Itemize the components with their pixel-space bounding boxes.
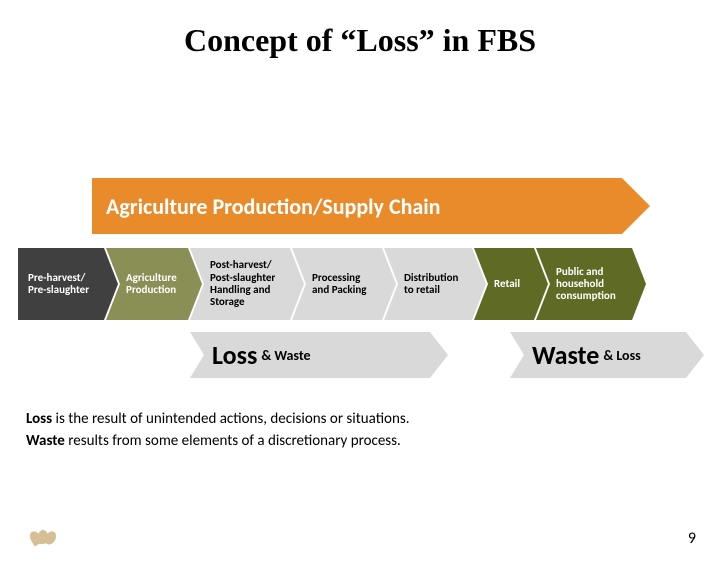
stage-chevron: Post-harvest/Post-slaughterHandling andS… xyxy=(190,248,290,320)
definitions-text: Loss is the result of unintended actions… xyxy=(26,410,686,453)
stage-chevron: Public andhouseholdconsumption xyxy=(536,248,632,320)
loss-small-label: & Waste xyxy=(261,347,310,364)
waste-small-label: & Loss xyxy=(603,347,640,364)
footer-logo-icon xyxy=(16,516,62,550)
stage-chevron: AgricultureProduction xyxy=(106,248,188,320)
waste-definition-term: Waste xyxy=(26,432,65,450)
loss-definition-term: Loss xyxy=(26,410,52,428)
waste-definition: Waste results from some elements of a di… xyxy=(26,432,686,452)
page-number: 9 xyxy=(688,529,696,548)
loss-chevron: Loss & Waste xyxy=(190,332,430,378)
loss-big-label: Loss xyxy=(212,339,257,371)
waste-definition-rest: results from some elements of a discreti… xyxy=(65,432,401,450)
page-title: Concept of “Loss” in FBS xyxy=(0,22,720,59)
waste-chevron: Waste & Loss xyxy=(510,332,686,378)
supply-chain-main-bar-label: Agriculture Production/Supply Chain xyxy=(106,193,440,220)
supply-chain-main-bar: Agriculture Production/Supply Chain xyxy=(92,178,622,234)
loss-definition: Loss is the result of unintended actions… xyxy=(26,410,686,430)
stage-chevron: Distributionto retail xyxy=(384,248,472,320)
waste-big-label: Waste xyxy=(532,339,599,371)
loss-definition-rest: is the result of unintended actions, dec… xyxy=(52,410,409,428)
stage-chevron: Processingand Packing xyxy=(292,248,382,320)
stage-row: Pre-harvest/Pre-slaughterAgricultureProd… xyxy=(18,248,702,320)
stage-chevron: Pre-harvest/Pre-slaughter xyxy=(18,248,104,320)
